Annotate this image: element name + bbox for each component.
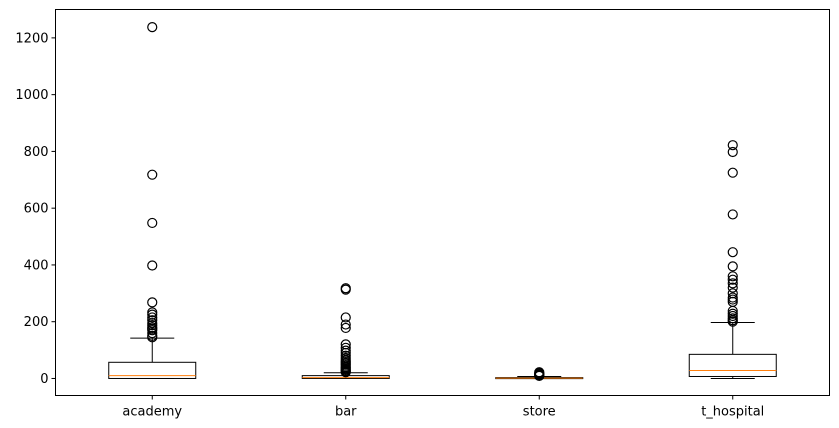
outlier-point bbox=[147, 21, 158, 33]
outlier-point bbox=[727, 288, 738, 299]
outlier-point bbox=[727, 261, 738, 272]
outlier-point bbox=[147, 260, 158, 271]
outlier-point bbox=[147, 169, 158, 180]
x-tick-label-bar: bar bbox=[335, 405, 357, 420]
box-group-bar bbox=[301, 283, 390, 379]
y-tick-label: 1200 bbox=[15, 31, 48, 46]
axes: 0 200 400 600 800 1000 1200 academy bar store t_ho… bbox=[15, 31, 764, 419]
box-group-t_hospital bbox=[688, 140, 777, 379]
outlier-point bbox=[147, 315, 158, 326]
outlier-point bbox=[727, 140, 738, 151]
y-tick-label: 1000 bbox=[15, 88, 48, 103]
outlier-point bbox=[727, 292, 738, 303]
outlier-point bbox=[727, 271, 738, 282]
axes-frame bbox=[55, 9, 830, 396]
box-group-academy bbox=[108, 21, 197, 379]
outlier-point bbox=[340, 345, 351, 356]
iqr-box bbox=[108, 361, 197, 379]
outlier-point bbox=[340, 342, 351, 353]
outlier-point bbox=[147, 217, 158, 229]
outlier-point bbox=[147, 327, 158, 339]
outlier-point bbox=[147, 307, 158, 318]
x-tick-label-store: store bbox=[523, 405, 556, 420]
outlier-point bbox=[727, 167, 738, 178]
outlier-point bbox=[340, 350, 351, 361]
outlier-point bbox=[727, 282, 738, 293]
outlier-point bbox=[727, 209, 738, 220]
iqr-box bbox=[688, 353, 777, 377]
y-tick-label: 0 bbox=[40, 372, 48, 387]
outlier-point bbox=[727, 247, 738, 258]
outlier-point bbox=[147, 312, 158, 323]
outlier-point bbox=[340, 339, 351, 350]
y-tick-label: 400 bbox=[24, 258, 49, 273]
y-tick-label: 200 bbox=[24, 315, 49, 330]
y-tick-label: 800 bbox=[24, 145, 49, 160]
plot-area bbox=[108, 21, 777, 382]
outlier-point bbox=[147, 297, 158, 308]
outlier-point bbox=[340, 312, 351, 323]
outlier-point bbox=[340, 319, 351, 330]
x-tick-label-t_hospital: t_hospital bbox=[701, 405, 764, 420]
outlier-point bbox=[340, 322, 351, 334]
outlier-point bbox=[727, 308, 738, 319]
outlier-point bbox=[534, 367, 545, 378]
y-tick-label: 600 bbox=[24, 202, 49, 217]
outlier-point bbox=[727, 278, 738, 289]
outlier-point bbox=[727, 274, 738, 285]
box-group-store bbox=[495, 367, 584, 382]
outlier-point bbox=[340, 283, 351, 294]
outlier-point bbox=[727, 146, 738, 158]
x-tick-label-academy: academy bbox=[122, 405, 182, 420]
